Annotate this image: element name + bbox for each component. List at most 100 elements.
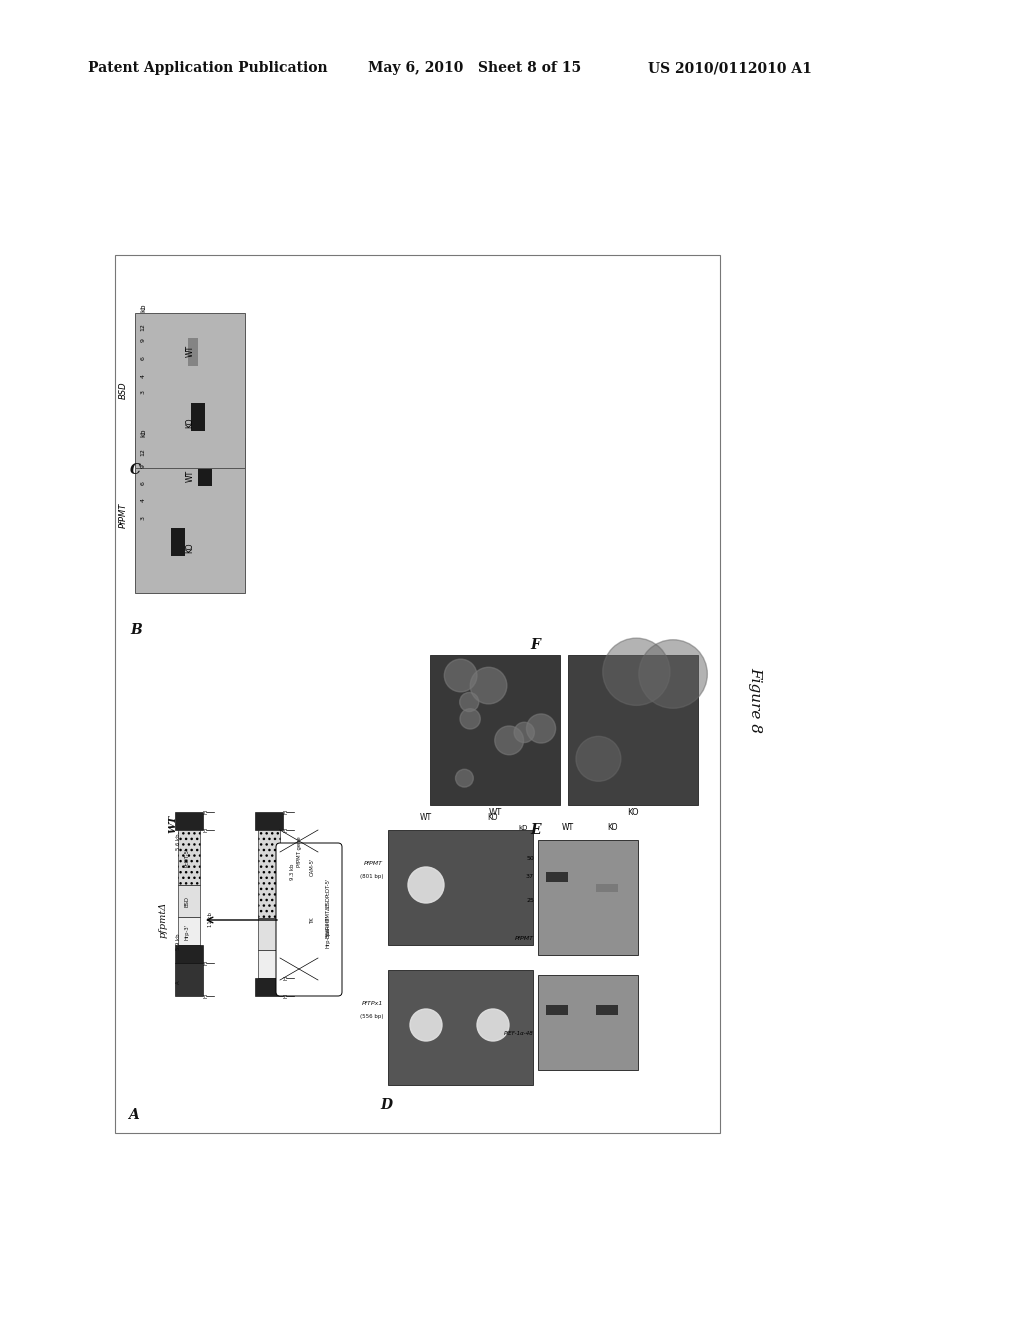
Text: D: D [380,1098,392,1111]
Text: WT: WT [185,470,195,482]
Text: 6: 6 [140,356,145,360]
Bar [430,655,560,805]
Text: Patent Application Publication: Patent Application Publication [88,61,328,75]
Bar [538,975,638,1071]
Text: A: A [175,981,180,983]
Text: US 2010/0112010 A1: US 2010/0112010 A1 [648,61,812,75]
Text: 5.9 kb: 5.9 kb [175,933,180,950]
Text: pfpmtΔ: pfpmtΔ [159,902,168,939]
Text: B: B [130,623,141,638]
Text: 4: 4 [140,374,145,378]
Text: 9: 9 [140,338,145,342]
Bar [258,917,280,950]
Text: HsaRs-3': HsaRs-3' [326,916,331,939]
Bar [568,655,698,805]
Text: C: C [130,463,141,477]
Bar [135,437,245,593]
Text: WT: WT [488,808,502,817]
Text: 9: 9 [140,463,145,467]
Text: KO: KO [185,417,195,428]
Bar [388,830,534,945]
Bar [188,338,198,366]
Text: PfPMT gene: PfPMT gene [298,837,302,867]
Text: WT: WT [420,813,432,822]
Bar [388,970,534,1085]
Text: PfEF-1α-48: PfEF-1α-48 [504,1031,534,1036]
Text: PcDT-5': PcDT-5' [184,847,189,867]
Text: PfPMT: PfPMT [515,936,534,941]
Bar [178,884,200,917]
Text: H: H [284,810,289,814]
Circle shape [477,1008,509,1041]
Bar [175,964,203,997]
Text: KO: KO [627,808,639,817]
Text: May 6, 2010: May 6, 2010 [368,61,464,75]
Text: H: H [284,975,289,979]
Text: kb: kb [140,304,146,312]
FancyBboxPatch shape [276,843,342,997]
Text: Hrp-3': Hrp-3' [184,924,189,940]
Text: BSD: BSD [326,896,331,907]
Circle shape [495,726,523,755]
Bar [198,458,212,486]
Text: PfPMT: PfPMT [364,861,383,866]
Bar [191,403,205,430]
Bar [255,812,283,830]
Text: A: A [128,1107,138,1122]
Text: PfPMT: PfPMT [119,503,128,528]
Bar [255,978,283,997]
Text: PfTPx1: PfTPx1 [361,1001,383,1006]
Text: kb: kb [140,428,146,437]
Text: 37: 37 [526,874,534,879]
Text: H: H [204,994,209,998]
Text: 5.6 kb: 5.6 kb [175,834,180,850]
Text: 50: 50 [526,855,534,861]
Bar [596,1005,618,1015]
Circle shape [408,867,444,903]
Bar [178,917,200,945]
Text: 3: 3 [140,516,145,520]
Text: BSD: BSD [119,381,128,399]
Text: H: H [204,828,209,832]
Bar [178,830,200,884]
Text: H: H [284,994,289,998]
Circle shape [444,659,477,692]
Bar [175,812,203,830]
Circle shape [410,1008,442,1041]
Text: WT: WT [169,814,177,833]
Text: 12: 12 [140,323,145,331]
Text: F: F [530,638,540,652]
Text: CAM-5': CAM-5' [309,858,314,876]
Text: Hrp-3': Hrp-3' [326,932,331,948]
Text: 9.3 kb: 9.3 kb [291,863,296,880]
Text: 12: 12 [140,449,145,457]
Bar [546,1005,568,1015]
Circle shape [460,693,479,711]
Text: BSD: BSD [184,896,189,907]
Bar [546,873,568,882]
Text: pW-PfPMTΔ: pW-PfPMTΔ [326,906,331,935]
Text: KO: KO [185,543,195,553]
Circle shape [470,668,507,704]
Text: PcDT-5': PcDT-5' [326,878,331,896]
Bar [258,950,280,978]
Text: 4: 4 [140,499,145,503]
Text: (556 bp): (556 bp) [359,1014,383,1019]
Text: TK: TK [309,916,314,923]
Circle shape [514,722,535,743]
Circle shape [460,709,480,729]
Text: KO: KO [487,813,499,822]
Bar [538,840,638,954]
Text: Figure 8: Figure 8 [748,667,762,733]
Text: 25: 25 [526,898,534,903]
Text: Sheet 8 of 15: Sheet 8 of 15 [478,61,582,75]
Text: WT: WT [562,822,574,832]
Bar [175,945,203,964]
Bar [135,313,245,467]
Circle shape [526,714,556,743]
Circle shape [639,640,708,709]
Text: (801 bp): (801 bp) [359,874,383,879]
Text: WT: WT [185,345,195,356]
Circle shape [575,737,621,781]
Bar [115,255,720,1133]
